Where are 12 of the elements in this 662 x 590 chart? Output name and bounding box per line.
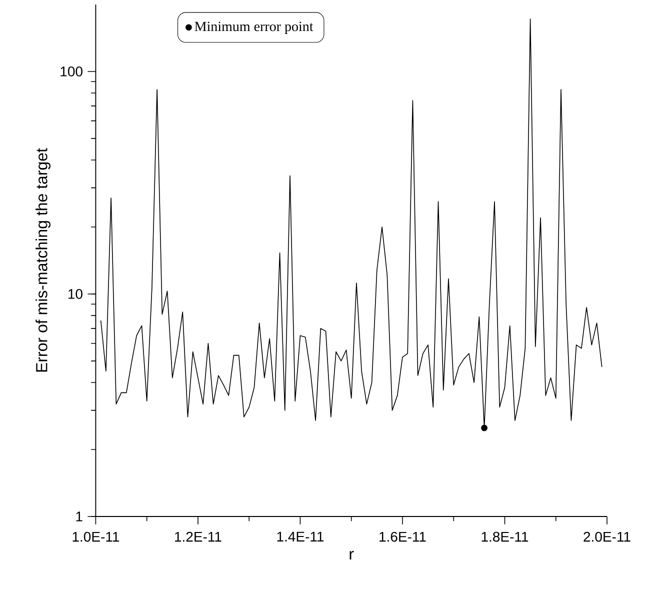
x-tick-label: 2.0E-11 <box>584 532 630 542</box>
x-tick-label: 1.2E-11 <box>175 532 222 542</box>
y-tick-label: 1 <box>76 512 82 522</box>
legend-label: Minimum error point <box>194 22 314 34</box>
y-tick-label: 10 <box>68 289 82 299</box>
x-tick-label: 1.6E-11 <box>380 532 426 542</box>
x-tick-label: 1.4E-11 <box>277 532 324 542</box>
x-axis-title: r <box>350 550 354 560</box>
x-tick-label: 1.0E-11 <box>72 532 120 542</box>
y-tick-label: 100 <box>60 66 82 76</box>
y-axis-title: Error of mis-matching the target <box>36 148 50 372</box>
x-tick-label: 1.8E-11 <box>482 532 528 542</box>
